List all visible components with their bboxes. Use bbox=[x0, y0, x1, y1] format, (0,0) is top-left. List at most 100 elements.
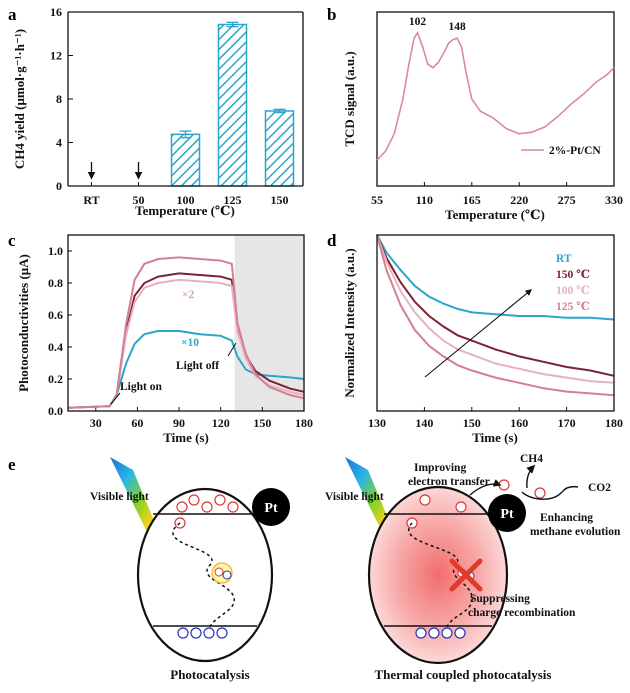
methane-cycle-curve bbox=[521, 491, 563, 500]
c-xtick-label: 90 bbox=[173, 416, 185, 430]
c-x10-label: ×10 bbox=[181, 337, 199, 349]
right-light-beam-icon bbox=[345, 457, 395, 538]
recomb-label-line1: Suppressing bbox=[470, 593, 530, 605]
hole-icon bbox=[177, 627, 189, 639]
panel-d-label: d bbox=[327, 231, 337, 250]
d-trend-arrow bbox=[424, 289, 533, 378]
electron-icon bbox=[201, 501, 213, 513]
b-xtick-label: 330 bbox=[605, 193, 623, 207]
electron-icon bbox=[498, 479, 510, 491]
a-ytick-label: 0 bbox=[56, 179, 62, 193]
panel-c-label: c bbox=[8, 231, 16, 250]
left-pt-label: Pt bbox=[264, 501, 278, 516]
a-xtick-label: 150 bbox=[271, 193, 289, 207]
d-legend-125: 125 ℃ bbox=[556, 301, 590, 313]
right-pt-particle bbox=[488, 494, 526, 532]
d-xtick-label: 140 bbox=[415, 416, 433, 430]
d-legend-150: 150 ℃ bbox=[556, 269, 590, 281]
c-ytick-label: 0.0 bbox=[48, 404, 63, 418]
c-ylabel: Photoconductivities (μA) bbox=[16, 254, 31, 392]
a-ylabel: CH4 yield (μmol·g⁻¹·h⁻¹) bbox=[12, 29, 27, 169]
c-x2-label: ×2 bbox=[182, 289, 195, 301]
electron-icon bbox=[534, 487, 546, 499]
co2-uptake-arrow bbox=[561, 485, 579, 493]
photocatalysis-scheme: Visible light bbox=[90, 457, 290, 682]
d-xtick-label: 150 bbox=[463, 416, 481, 430]
d-xtick-label: 160 bbox=[510, 416, 528, 430]
c-light-on-label: Light on bbox=[120, 381, 162, 393]
panel-e-schematic: e Visible light bbox=[8, 453, 621, 682]
ch4-release-arrow bbox=[526, 464, 536, 489]
panel-e-label: e bbox=[8, 455, 16, 474]
c-frame bbox=[67, 234, 305, 412]
hole-icon bbox=[454, 627, 466, 639]
panel-c-photoconductivity-chart: c 30 60 90 120 150 180 0.0 0.2 0.4 0.6 0.8 1.0 Time… bbox=[8, 231, 313, 445]
panel-a-bar-chart: a 0 4 8 12 16 RT 50 100 125 150 Temperature (℃) C… bbox=[8, 5, 304, 218]
d-ylabel: Normalized Intensity (a.u.) bbox=[342, 248, 357, 398]
hole-icon bbox=[428, 627, 440, 639]
hole-icon bbox=[203, 627, 215, 639]
electron-icon bbox=[419, 494, 431, 506]
recomb-label-line2: charge recombination bbox=[468, 607, 576, 619]
a-xtick-label: 125 bbox=[224, 193, 242, 207]
b-xtick-label: 165 bbox=[463, 193, 481, 207]
right-holes bbox=[415, 627, 466, 639]
c-ytick-label: 0.8 bbox=[48, 276, 63, 290]
c-xtick-label: 60 bbox=[131, 416, 143, 430]
right-electrons bbox=[406, 479, 546, 529]
right-caption: Thermal coupled photocatalysis bbox=[375, 667, 552, 682]
c-xlabel: Time (s) bbox=[163, 430, 209, 445]
b-xtick-label: 220 bbox=[510, 193, 528, 207]
c-light-off-pointer bbox=[227, 342, 237, 357]
hole-icon bbox=[441, 627, 453, 639]
b-xlabel: Temperature (℃) bbox=[445, 207, 545, 222]
right-blocked-recombination-icon bbox=[449, 558, 483, 592]
b-peak-label-148: 148 bbox=[449, 21, 467, 33]
b-frame bbox=[376, 11, 615, 187]
d-legend-rt: RT bbox=[556, 253, 572, 265]
panel-b-tcd-chart: b 55 110 165 220 275 330 102 148 Temperature (℃… bbox=[327, 5, 623, 222]
electron-icon bbox=[455, 501, 467, 513]
a-ytick-label: 16 bbox=[50, 5, 62, 19]
transfer-label-line2: electron transfer bbox=[408, 476, 490, 488]
a-xlabel: Temperature (℃) bbox=[135, 203, 235, 218]
methane-label-line2: methane evolution bbox=[530, 526, 621, 538]
a-bar bbox=[217, 23, 248, 187]
electron-icon bbox=[227, 501, 239, 513]
transfer-label-line1: Improving bbox=[414, 462, 466, 474]
d-legend-100: 100 ℃ bbox=[556, 285, 590, 297]
panel-d-decay-chart: d 130 140 150 160 170 180 Time (s) Normalized… bbox=[327, 231, 623, 445]
left-visible-light-label: Visible light bbox=[90, 491, 149, 503]
co2-label: CO2 bbox=[588, 482, 611, 494]
d-xtick-label: 170 bbox=[558, 416, 576, 430]
left-recombination-burst-icon bbox=[211, 562, 233, 584]
a-xtick-label: 50 bbox=[133, 193, 145, 207]
d-series-line bbox=[376, 234, 615, 377]
d-series-line bbox=[376, 234, 615, 397]
c-ytick-label: 0.6 bbox=[48, 308, 63, 322]
panel-a-label: a bbox=[8, 5, 17, 24]
b-xtick-label: 110 bbox=[416, 193, 433, 207]
right-recombination-path bbox=[408, 522, 473, 628]
b-legend-label: 2%-Pt/CN bbox=[549, 145, 601, 157]
c-light-off-label: Light off bbox=[176, 360, 219, 372]
electron-icon bbox=[176, 501, 188, 513]
b-xtick-label: 275 bbox=[558, 193, 576, 207]
left-light-beam-icon bbox=[110, 457, 160, 538]
c-xtick-label: 150 bbox=[253, 416, 271, 430]
left-caption: Photocatalysis bbox=[170, 667, 249, 682]
c-series-line bbox=[67, 256, 305, 409]
c-ytick-label: 1.0 bbox=[48, 244, 63, 258]
right-visible-light-label: Visible light bbox=[325, 491, 384, 503]
c-xtick-label: 120 bbox=[212, 416, 230, 430]
d-frame bbox=[376, 234, 615, 412]
c-ytick-label: 0.2 bbox=[48, 372, 63, 386]
b-peak-label-102: 102 bbox=[409, 16, 427, 28]
panel-b-label: b bbox=[327, 5, 336, 24]
hole-icon bbox=[415, 627, 427, 639]
d-series-line bbox=[376, 234, 615, 321]
electron-icon bbox=[188, 494, 200, 506]
right-transfer-arrow bbox=[469, 479, 502, 496]
b-tcd-line bbox=[376, 31, 615, 161]
a-xtick-label: 100 bbox=[177, 193, 195, 207]
